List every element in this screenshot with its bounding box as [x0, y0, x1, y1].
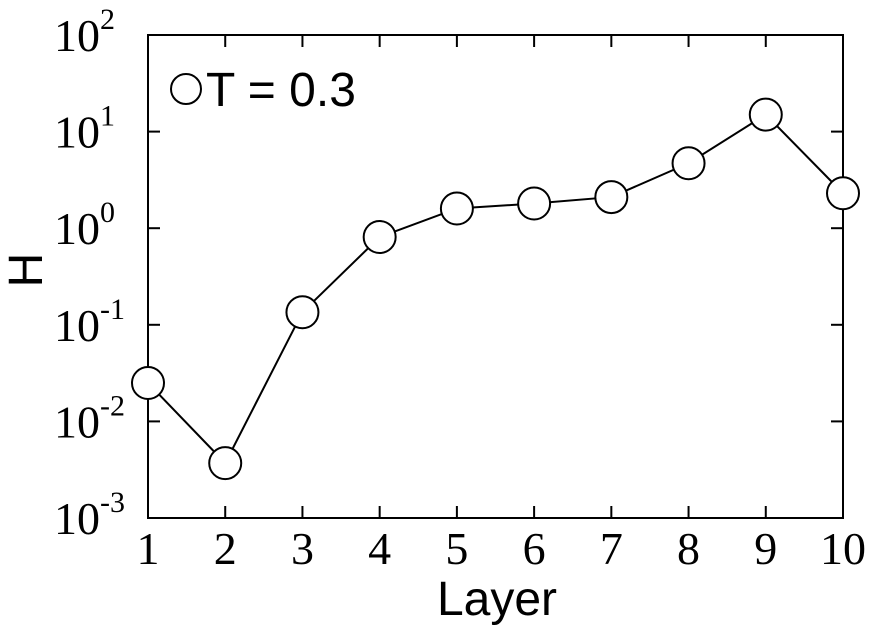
y-tick-label: 10-3 [54, 486, 125, 544]
y-tick-base: 10 [54, 396, 100, 447]
marker [826, 176, 860, 211]
x-axis-label: Layer [437, 573, 557, 626]
x-tick-label: 9 [754, 523, 777, 574]
y-tick-exponent: -2 [100, 389, 125, 422]
y-tick-base: 10 [54, 203, 100, 254]
y-tick-exponent: 1 [100, 100, 115, 133]
plot-frame [147, 34, 844, 519]
marker [131, 365, 165, 400]
marker [748, 97, 783, 132]
x-tick-label: 8 [677, 523, 700, 574]
line [147, 113, 844, 465]
y-tick-base: 10 [54, 107, 100, 158]
x-tick-label: 7 [600, 523, 623, 574]
x-tick-label: 1 [137, 523, 160, 574]
marker [208, 446, 243, 481]
y-tick-base: 10 [54, 493, 100, 544]
y-tick-label: 10-2 [54, 389, 125, 447]
y-tick-exponent: 0 [100, 196, 115, 229]
x-tick-label: 3 [291, 523, 314, 574]
x-tick-label: 4 [368, 523, 391, 574]
x-tick-label: 6 [523, 523, 546, 574]
y-tick-exponent: -3 [100, 486, 125, 519]
y-tick-label: 10-1 [54, 293, 125, 351]
marker [439, 191, 474, 226]
x-tick-label: 5 [445, 523, 468, 574]
marker [285, 295, 320, 330]
marker [594, 180, 629, 215]
y-tick-exponent: 2 [100, 3, 115, 36]
y-axis-label: H [0, 253, 53, 288]
y-tick-exponent: -1 [100, 293, 125, 326]
y-tick-base: 10 [54, 300, 100, 351]
y-tick-label: 101 [54, 100, 115, 158]
marker [362, 220, 397, 255]
x-tick-label: 2 [214, 523, 237, 574]
y-tick-label: 100 [54, 196, 115, 254]
legend-label: T = 0.3 [206, 64, 356, 117]
marker [517, 186, 552, 221]
x-tick-label: 10 [820, 523, 866, 574]
legend-marker [170, 73, 202, 105]
y-tick-base: 10 [54, 10, 100, 61]
y-tick-label: 102 [54, 3, 115, 61]
marker [671, 146, 706, 181]
